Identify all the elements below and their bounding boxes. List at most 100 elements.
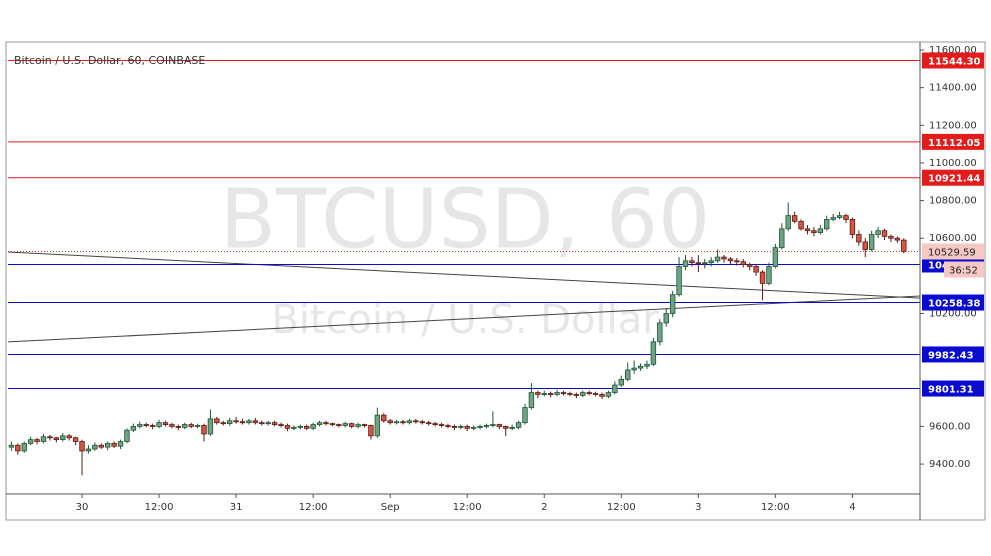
candle-body bbox=[214, 418, 220, 424]
candle-body bbox=[53, 437, 60, 441]
candle-body bbox=[496, 424, 503, 427]
candle-body bbox=[547, 393, 554, 395]
candle-body bbox=[265, 422, 271, 425]
candle-body bbox=[477, 426, 483, 428]
y-tick-label: 10200.00 bbox=[929, 309, 977, 320]
candle-body bbox=[528, 392, 535, 409]
candle-body bbox=[689, 260, 695, 264]
candle-body bbox=[894, 237, 901, 241]
candle-body bbox=[541, 393, 547, 395]
candle-body bbox=[361, 424, 368, 426]
candle-body bbox=[40, 436, 47, 442]
candle-body bbox=[438, 424, 445, 426]
candle-body bbox=[708, 260, 714, 264]
candle-body bbox=[34, 439, 40, 442]
candle-body bbox=[105, 442, 111, 448]
candle-body bbox=[702, 262, 708, 265]
candle-body bbox=[201, 425, 207, 435]
y-tick-label: 10800.00 bbox=[929, 196, 977, 207]
candle-body bbox=[714, 256, 721, 262]
candle-body bbox=[875, 230, 881, 235]
candle-body bbox=[149, 425, 156, 427]
candle-body bbox=[843, 215, 849, 220]
candle-body bbox=[804, 228, 811, 232]
x-tick-label: Sep bbox=[381, 502, 400, 513]
candle-body bbox=[901, 239, 907, 252]
level-label-box bbox=[922, 346, 984, 363]
x-tick-label: 30 bbox=[76, 502, 89, 513]
candle-body bbox=[785, 215, 791, 230]
countdown-box bbox=[944, 261, 984, 278]
candle-body bbox=[304, 426, 310, 429]
level-label: 9982.43 bbox=[928, 350, 974, 361]
candle-body bbox=[252, 420, 259, 424]
candle-body bbox=[124, 429, 130, 442]
candle-body bbox=[239, 421, 246, 424]
level-label: 11544.30 bbox=[928, 57, 981, 68]
candle-body bbox=[458, 426, 464, 428]
candle-body bbox=[98, 444, 104, 448]
plot bbox=[7, 60, 921, 476]
candle-body bbox=[669, 294, 676, 314]
y-tick-label: 11400.00 bbox=[929, 83, 977, 94]
y-tick-label: 11000.00 bbox=[929, 158, 977, 169]
candle-body bbox=[342, 423, 348, 426]
candle-body bbox=[47, 436, 53, 439]
candle-body bbox=[515, 422, 522, 428]
candle-body bbox=[72, 437, 79, 442]
candle-body bbox=[836, 215, 843, 218]
watermark-symbol: BTCUSD, 60 bbox=[220, 172, 710, 267]
candle-body bbox=[182, 424, 188, 428]
x-tick-label: 2 bbox=[541, 502, 547, 513]
x-tick-label: 12:00 bbox=[607, 502, 636, 513]
candle-body bbox=[605, 392, 612, 397]
x-tick-label: 12:00 bbox=[761, 502, 790, 513]
candle-body bbox=[682, 260, 689, 267]
candle-body bbox=[631, 367, 637, 371]
candle-body bbox=[310, 424, 316, 429]
candle-body bbox=[291, 426, 297, 429]
candle-body bbox=[695, 262, 702, 265]
candle-body bbox=[676, 266, 682, 296]
candle-body bbox=[117, 441, 124, 447]
y-tick-label: 9600.00 bbox=[929, 421, 970, 432]
level-label-box bbox=[922, 380, 984, 397]
candle-body bbox=[220, 422, 226, 425]
candle-body bbox=[329, 423, 336, 426]
trend-line bbox=[7, 251, 921, 299]
last-price-label: 10529.59 bbox=[928, 247, 976, 258]
candle-body bbox=[143, 424, 149, 426]
candle-body bbox=[766, 266, 772, 284]
candle-body bbox=[156, 422, 162, 427]
candle-body bbox=[644, 363, 650, 367]
candle-body bbox=[137, 424, 143, 427]
candle-body bbox=[323, 422, 329, 425]
candle-body bbox=[130, 426, 137, 431]
candle-body bbox=[111, 442, 117, 447]
candle-body bbox=[734, 260, 740, 263]
trend-line bbox=[7, 295, 921, 343]
level-label: 10921.44 bbox=[928, 174, 981, 185]
x-tick-label: 12:00 bbox=[299, 502, 328, 513]
candle-body bbox=[586, 392, 592, 394]
candle-body bbox=[483, 425, 490, 427]
candle-body bbox=[554, 392, 560, 395]
chart-title: Bitcoin / U.S. Dollar, 60, COINBASE bbox=[14, 54, 205, 67]
candle-body bbox=[779, 228, 785, 249]
candle-body bbox=[535, 392, 541, 395]
level-label-box bbox=[922, 169, 984, 186]
level-label: 11112.05 bbox=[928, 138, 981, 149]
candle-body bbox=[445, 425, 451, 427]
candle-body bbox=[169, 424, 175, 427]
candle-body bbox=[400, 421, 406, 424]
x-tick-label: 12:00 bbox=[453, 502, 482, 513]
candle-body bbox=[226, 420, 233, 425]
candle-body bbox=[464, 426, 470, 429]
candle-body bbox=[316, 422, 323, 425]
candle-body bbox=[8, 444, 15, 448]
level-label: 10258.38 bbox=[928, 299, 981, 310]
candle-body bbox=[387, 420, 393, 424]
candle-body bbox=[432, 423, 438, 426]
x-tick-label: 4 bbox=[849, 502, 855, 513]
candle-body bbox=[592, 393, 599, 395]
